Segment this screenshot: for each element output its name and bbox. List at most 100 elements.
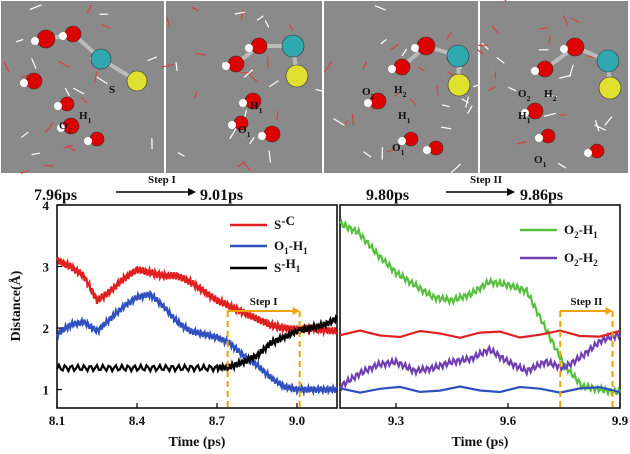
solvent-molecule [362,61,368,70]
oxygen-atom [64,25,82,43]
solvent-molecule [393,91,401,97]
solvent-molecule [234,11,245,15]
solvent-molecule [86,4,92,14]
solvent-molecule [249,136,255,145]
atom-label-H1: H1 [518,110,531,125]
atom-label-H1: H1 [250,100,263,115]
solvent-molecule [571,17,580,24]
sulfur-atom [126,70,148,92]
atom-label-O2: O2 [518,88,531,103]
solvent-molecule [543,112,557,117]
solvent-molecule [247,73,258,83]
chart-1: Step I 8.1 8.4 8.7 9.0 1 2 3 4 S-C O1-H1S-H1 [43,198,338,428]
solvent-molecule [351,114,355,126]
hydrogen-atom [20,79,28,87]
solvent-molecule [390,43,400,51]
step-arrow-1-head [188,188,196,196]
oxygen-atom [536,60,554,78]
solvent-molecule [491,25,498,34]
x-tick-label: 9.3 [388,413,405,428]
oxygen-atom [428,140,444,156]
hydrogen-atom [228,121,236,129]
oxygen-atom [25,72,43,90]
hydrogen-atom [258,132,266,140]
atom-label-O1: O1 [59,120,72,135]
sulfur-atom [285,64,309,88]
hydrogen-atom [31,37,39,45]
solvent-molecule [64,87,70,96]
solvent-molecule [562,15,569,26]
hydrogen-atom [423,146,431,154]
x-tick-label: 9.6 [500,413,517,428]
solvent-molecule [93,71,98,84]
hydrogen-atom [521,109,529,117]
solvent-molecule [72,87,85,95]
solvent-molecule [436,85,439,97]
carbon-atom [281,34,305,58]
solvent-molecule [29,4,42,11]
solvent-molecule [20,74,29,78]
series-line-O2-H1 [339,218,622,398]
solvent-molecule [380,38,387,45]
solvent-molecule [31,152,41,156]
hydrogen-atom [411,44,419,52]
oxygen-atom [540,128,556,144]
solvent-molecule [476,48,484,55]
hydrogen-atom [560,45,568,53]
solvent-molecule [96,76,108,85]
solvent-molecule [193,91,198,99]
solvent-molecule [604,116,613,126]
solvent-molecule [450,163,461,174]
solvent-molecule [147,56,157,62]
oxygen-atom [263,125,281,143]
hydrogen-atom [584,149,592,157]
solvent-molecule [386,149,394,153]
plot-frame-left [56,204,338,409]
oxygen-atom [393,58,411,76]
solvent-molecule [333,118,345,127]
solvent-molecule [481,42,489,50]
legend-label: O2-H2 [564,250,598,268]
solvent-molecule [15,38,24,43]
snapshot-panel-1: O1 H1 S [1,1,164,174]
time-label-1: 7.96ps [34,187,77,204]
atom-label-O1: O1 [534,154,547,169]
solvent-molecule [417,66,425,72]
time-label-3: 9.80ps [366,187,409,204]
oxygen-atom [250,37,268,55]
solvent-molecule [363,151,372,158]
solvent-molecule [465,96,470,108]
hydrogen-atom [84,137,92,145]
oxygen-atom [89,131,105,147]
hydrogen-atom [239,99,247,107]
solvent-molecule [58,60,70,68]
solvent-molecule [557,162,567,169]
series-line-O1-H1 [55,289,338,397]
y-tick-label: 4 [43,198,50,213]
solvent-molecule [242,161,252,172]
series-line-S-C [55,256,338,338]
x-tick-label: 8.7 [209,413,226,428]
x-axis-label-left: Time (ps) [169,435,226,450]
step-annotation-label: Step II [570,296,602,308]
legend-label: S-C [274,213,295,232]
oxygen-atom [589,143,605,159]
solvent-molecule [559,74,572,79]
solvent-molecule [268,150,272,163]
x-tick-label: 8.1 [49,413,65,428]
snapshot-panels: O1 H1 S H1 O1 O2 H2 H1 O1 O2 H2 H1 O1 [1,0,628,174]
solvent-molecule [539,27,549,30]
solvent-molecule [20,169,29,174]
solvent-molecule [80,97,88,104]
hydrogen-atom [57,124,65,132]
oxygen-atom [416,36,436,56]
time-label-4: 9.86ps [520,187,563,204]
hydrogen-atom [59,32,67,40]
carbon-atom [446,44,470,68]
hydrogen-atom [388,65,396,73]
solvent-molecule [229,127,237,140]
y-axis-label: Distance(Å) [8,270,24,341]
solvent-molecule [324,61,333,73]
